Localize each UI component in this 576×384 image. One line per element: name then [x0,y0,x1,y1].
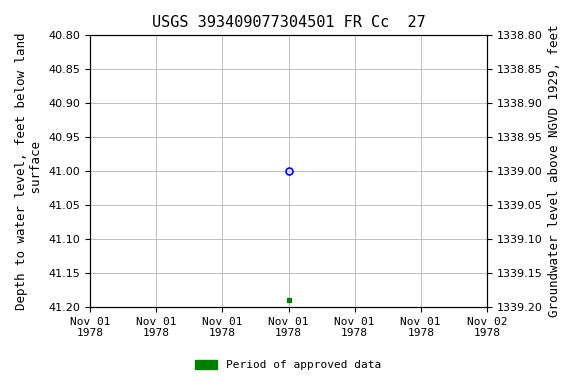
Y-axis label: Groundwater level above NGVD 1929, feet: Groundwater level above NGVD 1929, feet [548,25,561,318]
Legend: Period of approved data: Period of approved data [191,355,385,375]
Y-axis label: Depth to water level, feet below land
 surface: Depth to water level, feet below land su… [15,32,43,310]
Title: USGS 393409077304501 FR Cc  27: USGS 393409077304501 FR Cc 27 [151,15,425,30]
